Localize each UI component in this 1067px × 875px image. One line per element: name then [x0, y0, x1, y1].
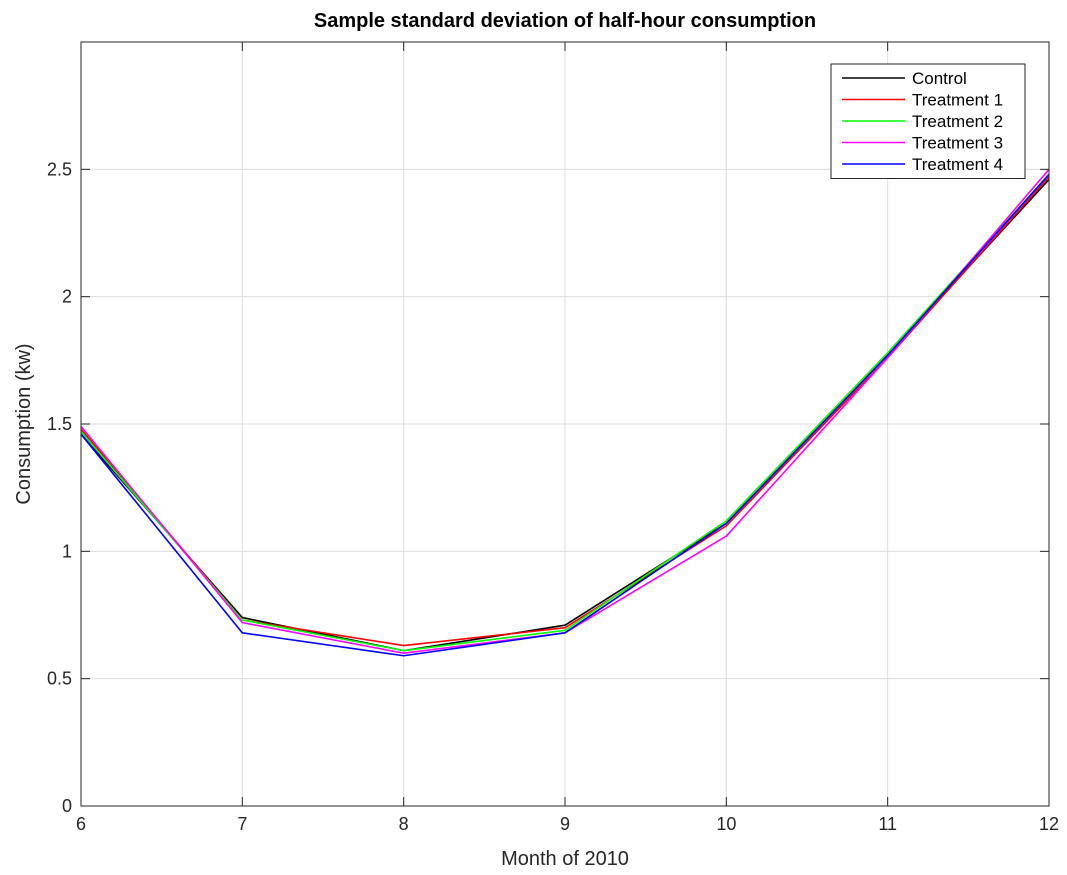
- y-tick-label: 2.5: [47, 159, 72, 179]
- chart-title: Sample standard deviation of half-hour c…: [314, 10, 816, 32]
- series-lines: [80, 168, 1050, 657]
- y-axis-label: Consumption (kw): [13, 343, 35, 504]
- series-line-treatment-4: [80, 173, 1050, 657]
- x-tick-label: 12: [1039, 814, 1059, 834]
- x-tick-label: 7: [237, 814, 247, 834]
- y-tick-label: 1.5: [47, 414, 72, 434]
- x-tick-label: 10: [716, 814, 736, 834]
- y-tick-label: 2: [62, 287, 72, 307]
- x-tick-label: 8: [399, 814, 409, 834]
- x-tick-label: 6: [76, 814, 86, 834]
- y-tick-label: 0.5: [47, 669, 72, 689]
- legend-entry-label: Treatment 1: [912, 91, 1003, 110]
- legend-entry-label: Treatment 4: [912, 155, 1003, 174]
- y-tick-label: 0: [62, 796, 72, 816]
- y-tick-label: 1: [62, 541, 72, 561]
- series-line-treatment-2: [80, 173, 1050, 652]
- axis-ticks: 6 7 8 9 10 11 12 0 0.5 1 1.5 2 2.5: [47, 42, 1059, 834]
- legend-entry-label: Treatment 3: [912, 134, 1003, 153]
- x-axis-label: Month of 2010: [501, 848, 629, 870]
- legend-entry-label: Treatment 2: [912, 112, 1003, 131]
- x-tick-label: 11: [878, 814, 897, 834]
- x-tick-label: 9: [560, 814, 570, 834]
- legend: Control Treatment 1 Treatment 2 Treatment 3…: [830, 63, 1026, 179]
- legend-entry-label: Control: [912, 69, 967, 88]
